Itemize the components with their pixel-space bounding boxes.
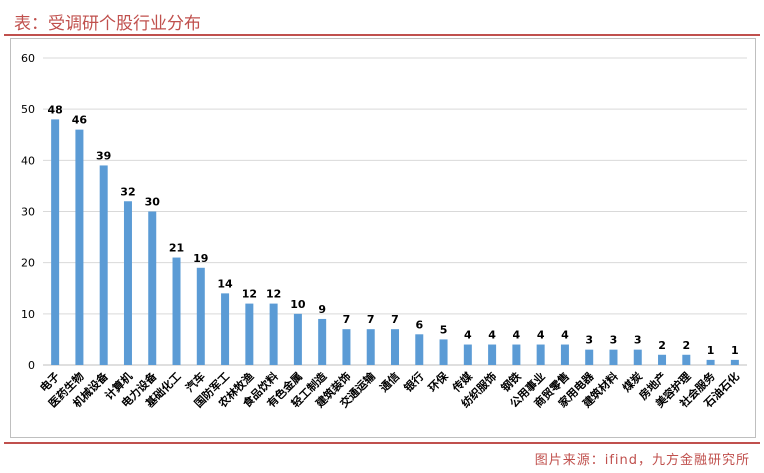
bar-食品饮料 [269,303,278,365]
data-label: 7 [367,313,375,326]
bar-公用事业 [536,344,545,365]
data-label: 4 [537,329,545,342]
data-label: 19 [193,252,208,265]
y-tick-label: 30 [21,206,35,219]
data-label: 4 [488,329,496,342]
data-label: 6 [415,318,423,331]
data-label: 1 [731,344,739,357]
data-label: 5 [440,323,448,336]
bar-商贸零售 [560,344,569,365]
y-tick-label: 0 [28,359,35,372]
data-label: 30 [145,196,161,209]
chart-frame: 0 10 20 30 40 50 60 48 电子 46 医药生物 39 机械设备 32 计算机 30 电力设备… [10,38,756,438]
x-tick-label: 环保 [425,369,451,395]
bar-钢铁 [512,344,521,365]
data-label: 48 [47,103,62,116]
data-label: 39 [96,149,111,162]
y-tick-label: 60 [21,52,35,65]
x-tick-label: 银行 [401,369,426,394]
data-label: 2 [658,339,666,352]
bar-环保 [439,339,448,365]
data-label: 7 [343,313,351,326]
data-label: 4 [561,329,569,342]
x-tick-label: 通信 [377,369,402,394]
data-label: 3 [634,334,642,347]
source-note: 图片来源：ifind，九方金融研究所 [534,453,750,468]
data-label: 4 [464,329,472,342]
data-label: 12 [242,288,257,301]
bar-医药生物 [75,129,84,365]
bar-美容护理 [682,354,691,365]
page-title: 表：受调研个股行业分布 [14,14,201,34]
bar-计算机 [123,201,132,365]
y-tick-label: 10 [21,308,35,321]
bar-煤炭 [633,349,642,365]
data-label: 7 [391,313,399,326]
bar-社会服务 [706,359,715,365]
data-label: 2 [682,339,690,352]
bar-汽车 [196,267,205,365]
y-tick-label: 40 [21,154,35,167]
bar-银行 [415,334,424,365]
data-label: 10 [290,298,306,311]
bar-建筑装饰 [342,329,351,365]
bar-纺织服饰 [488,344,497,365]
bar-轻工制造 [318,318,327,365]
bar-传媒 [463,344,472,365]
bar-电力设备 [148,211,157,365]
title-bar: 表：受调研个股行业分布 [4,4,760,36]
data-label: 9 [318,303,326,316]
data-label: 14 [217,277,233,290]
bar-农林牧渔 [245,303,254,365]
data-label: 4 [513,329,521,342]
data-label: 1 [707,344,715,357]
y-tick-label: 50 [21,103,35,116]
data-label: 3 [610,334,618,347]
bar-通信 [391,329,399,365]
bar-电子 [51,119,60,366]
data-label: 3 [585,334,593,347]
data-label: 32 [120,185,135,198]
data-label: 12 [266,288,281,301]
data-label: 46 [72,114,88,127]
bar-家用电器 [585,349,594,365]
bar-交通运输 [366,329,375,365]
bar-房地产 [658,354,667,365]
data-label: 21 [169,242,184,255]
bar-有色金属 [293,313,302,365]
footer-divider [4,442,760,444]
y-tick-label: 20 [21,257,35,270]
bar-国防军工 [221,293,230,365]
bar-机械设备 [99,165,108,365]
bar-石油石化 [730,359,739,365]
bar-chart: 010203040506048电子46医药生物39机械设备32计算机30电力设备… [21,52,747,411]
bar-建筑材料 [609,349,618,365]
bar-基础化工 [172,257,181,365]
